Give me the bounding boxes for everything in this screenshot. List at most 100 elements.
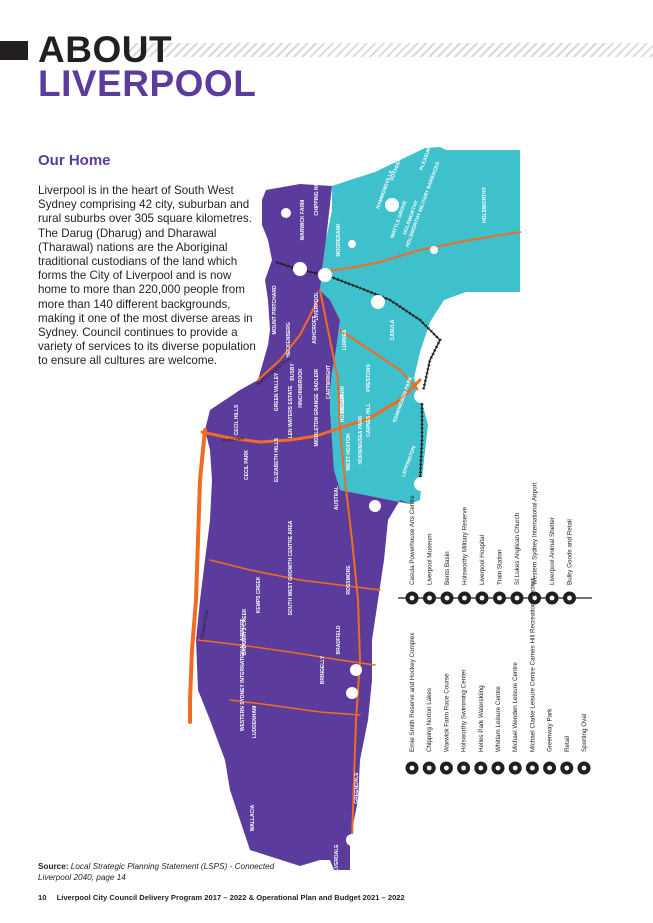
leisure-centre-icon-glyph bbox=[512, 765, 518, 771]
suburb-label: MOUNT PRITCHARD bbox=[272, 285, 278, 335]
retail-icon-glyph bbox=[567, 595, 572, 601]
legend-label: Liverpool Museum bbox=[427, 534, 434, 585]
legend-label: Train Station bbox=[497, 549, 504, 585]
legend-right: Ernie Smith Reserve and Hockey Complex Ch… bbox=[405, 578, 591, 775]
lakes-icon-glyph bbox=[426, 765, 432, 771]
train-station-marker-leppington bbox=[414, 477, 428, 491]
suburb-label: LIVERPOOL bbox=[314, 292, 320, 321]
legend-label: Liverpool Hospital bbox=[479, 535, 486, 585]
section-heading: Our Home bbox=[38, 152, 111, 169]
road-moorebank bbox=[319, 231, 521, 273]
airport-icon-glyph bbox=[532, 595, 537, 601]
landmark-marker-holsworthy-barracks bbox=[430, 246, 438, 254]
recreation-icon-glyph bbox=[530, 765, 535, 771]
suburb-label: HORNINGSEA PARK bbox=[358, 415, 364, 464]
road-main-north-south bbox=[319, 289, 362, 841]
legend-label: Sporting Oval bbox=[581, 714, 588, 752]
church-icon-glyph bbox=[514, 595, 520, 601]
suburb-label: BADGERYS CREEK bbox=[242, 608, 248, 655]
suburb-label: GREEN VALLEY bbox=[274, 372, 280, 411]
road-label-elizabeth-drive: Elizabeth Drive bbox=[199, 608, 209, 640]
legend-label: St Lukes Anglican Church bbox=[514, 512, 521, 585]
waterski-icon-glyph bbox=[478, 765, 484, 771]
page-number: 10 bbox=[38, 893, 47, 902]
legend-left: Casula Powerhouse Arts Centre Liverpool M… bbox=[398, 482, 592, 605]
suburb-label: CARTWRIGHT bbox=[326, 365, 332, 399]
legend-label: Holsworthy Swimming Center bbox=[461, 669, 468, 752]
source-text: Local Strategic Planning Statement (LSPS… bbox=[38, 862, 275, 882]
suburb-label: SADLEIR bbox=[314, 369, 320, 391]
suburb-label: MOOREBANK bbox=[336, 223, 342, 257]
hospital-icon-glyph bbox=[479, 595, 485, 601]
road-network bbox=[188, 231, 521, 841]
suburb-label: WALLACIA bbox=[250, 804, 256, 831]
suburb-label: ELIZABETH HILLS bbox=[274, 437, 280, 482]
legend-label: Bulky Goods and Retail bbox=[567, 519, 574, 585]
suburb-label: CARNES HILL bbox=[366, 403, 372, 437]
suburb-label: PRESTONS bbox=[366, 364, 372, 392]
legend-label: Holsworthy Military Reserve bbox=[462, 506, 469, 585]
road-bringelly bbox=[209, 559, 381, 591]
suburb-label: KEMPS CREEK bbox=[256, 576, 262, 613]
landmark-marker-bradfield bbox=[350, 664, 362, 676]
legend-label: Warwick Farm Race Course bbox=[443, 673, 450, 752]
page-footer: 10 Liverpool City Council Delivery Progr… bbox=[38, 893, 405, 902]
suburb-label: WARWICK FARM bbox=[300, 200, 306, 240]
legend-label: Ernie Smith Reserve and Hockey Complex bbox=[409, 632, 416, 752]
suburb-label: HINCHINBROOK bbox=[298, 368, 304, 408]
map-region-east bbox=[320, 147, 520, 504]
legend-label: Michael Wenden Leisure Centre bbox=[512, 662, 519, 752]
park-icon-glyph bbox=[547, 765, 552, 771]
suburb-label: SOUTH WEST GROWTH CENTRE AREA bbox=[288, 520, 294, 615]
military-icon-glyph bbox=[462, 595, 467, 601]
suburb-label: BRADFIELD bbox=[336, 625, 342, 654]
suburb-label: BRINGELLY bbox=[320, 655, 326, 684]
legend-label: Bents Basin bbox=[444, 551, 451, 585]
arts-centre-icon-glyph bbox=[409, 595, 415, 601]
suburb-label: MIDDLETON GRANGE bbox=[314, 393, 320, 447]
page-title-line2: LIVERPOOL bbox=[38, 63, 257, 104]
suburb-label: WESTERN SYDNEY INTERNATIONAL AIRPORT bbox=[240, 619, 246, 731]
header-accent-bar bbox=[0, 41, 28, 60]
section-body: Liverpool is in the heart of South West … bbox=[38, 184, 256, 368]
landmark-marker-airport bbox=[346, 687, 358, 699]
train-icon-glyph bbox=[497, 595, 502, 601]
road-greendale bbox=[229, 699, 361, 716]
legend-label: Casula Powerhouse Arts Centre bbox=[409, 495, 416, 585]
basin-icon-glyph bbox=[444, 595, 450, 601]
landmark-marker-chipping-norton bbox=[281, 208, 291, 218]
legend-label: Michael Clarke Leisure Centre Carnes Hil… bbox=[529, 578, 536, 752]
suburb-label: CASULA bbox=[390, 319, 396, 340]
road-west bbox=[197, 639, 376, 666]
legend-label: Western Sydney International Airport bbox=[532, 482, 539, 585]
oval-icon-glyph bbox=[581, 765, 587, 771]
suburb-label: AUSTRAL bbox=[334, 486, 340, 510]
legend-label: Helles Park Waterskiing bbox=[478, 685, 485, 752]
train-station-marker-casula bbox=[371, 295, 385, 309]
suburb-label: ROSSMORE bbox=[346, 565, 352, 595]
suburb-label: HOLSWORTHY bbox=[482, 186, 488, 223]
suburb-label: CECIL HILLS bbox=[234, 404, 240, 435]
map-markers bbox=[281, 198, 438, 846]
train-station-marker-liverpool bbox=[318, 268, 332, 282]
road-label-hume-hwy: Hume Hwy bbox=[222, 436, 246, 443]
swimming-icon-glyph bbox=[461, 765, 466, 771]
animal-shelter-icon-glyph bbox=[549, 595, 555, 601]
page-title-line1: ABOUT bbox=[38, 29, 173, 70]
hockey-icon-glyph bbox=[409, 765, 415, 771]
road-hume-hwy bbox=[200, 378, 422, 444]
suburb-label: MILLER bbox=[340, 394, 346, 413]
train-station-marker-holsworthy bbox=[385, 198, 399, 212]
header-stripe-pattern bbox=[128, 43, 653, 57]
suburb-label: BUSBY bbox=[290, 363, 296, 381]
legend-label: Chipping Norton Lakes bbox=[426, 688, 433, 752]
rail-line bbox=[275, 260, 442, 481]
landmark-marker-silverdale bbox=[346, 834, 358, 846]
legend-label: Retail bbox=[564, 736, 571, 752]
footer-text: Liverpool City Council Delivery Program … bbox=[56, 893, 405, 902]
suburb-label: SILVERDALE bbox=[334, 844, 340, 876]
landmark-marker-moorebank bbox=[348, 240, 356, 248]
source-note: Source: Local Strategic Planning Stateme… bbox=[38, 862, 278, 883]
suburb-label: LURNEA bbox=[342, 329, 348, 350]
road-north-liverpool bbox=[257, 299, 319, 381]
